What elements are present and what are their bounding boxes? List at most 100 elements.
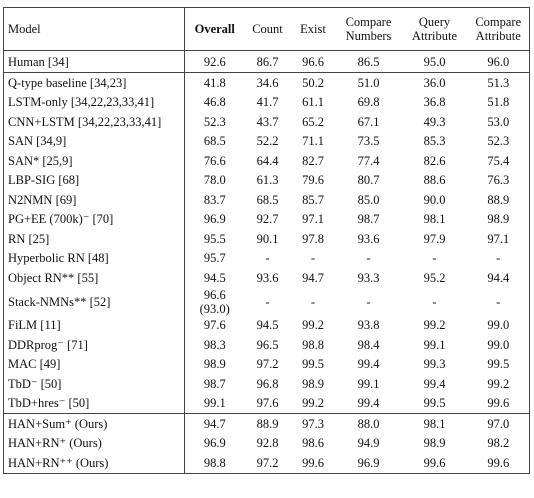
table-row: Object RN** [55] 94.5 93.6 94.7 93.3 95.2 94.4	[3, 268, 530, 288]
model-name: SAN* [25,9]	[3, 151, 185, 171]
table-row: MAC [49] 98.9 97.2 99.5 99.4 99.3 99.5	[3, 354, 530, 374]
table-cell: 69.8	[357, 95, 380, 110]
table-row: HAN+RN⁺⁺ (Ours) 98.8 97.2 99.6 96.9 99.6 99.6	[3, 453, 530, 473]
table-row: Human [34] 92.6 86.7 96.6 86.5 95.0 96.0	[3, 50, 530, 73]
table-row: TbD+hres⁻ [50] 99.1 97.6 99.2 99.4 99.5 99.6	[3, 393, 530, 414]
table-cell: 95.7	[203, 251, 226, 266]
table-cell: 94.7	[184, 413, 245, 434]
table-cell: -	[432, 294, 437, 309]
table-cell: 96.5	[256, 337, 279, 352]
table-cell: 46.8	[203, 95, 226, 110]
table-cell: 85.7	[302, 192, 324, 207]
table-cell: 94.7	[302, 270, 324, 285]
table-cell: 93.6	[357, 231, 380, 246]
table-cell: 78.0	[203, 173, 226, 188]
table-cell: 95.0	[401, 50, 468, 73]
model-name: HAN+RN⁺⁺ (Ours)	[3, 453, 185, 473]
table-cell: -	[265, 294, 270, 309]
table-row: HAN+RN⁺ (Ours) 96.9 92.8 98.6 94.9 98.9 98.2	[3, 433, 530, 453]
table-cell: 88.9	[244, 413, 291, 434]
table-cell: 68.5	[256, 192, 279, 207]
table-cell: 96.0	[467, 50, 530, 73]
column-header: Overall	[184, 7, 245, 51]
table-cell: 94.9	[357, 436, 380, 451]
table-cell: 90.1	[256, 231, 279, 246]
table-cell: 52.3	[487, 134, 510, 149]
table-cell: 98.1	[423, 212, 446, 227]
table-cell: 36.0	[401, 72, 468, 93]
table-cell: 96.6	[290, 50, 336, 73]
table-cell: 43.7	[256, 114, 279, 129]
table-cell: 99.5	[302, 357, 324, 372]
table-cell: 98.9	[302, 376, 324, 391]
model-name: N2NMN [69]	[3, 190, 185, 210]
table-cell: 98.1	[401, 413, 468, 434]
table-cell: -	[366, 294, 371, 309]
table-cell: 97.2	[256, 455, 279, 470]
table-cell: 97.3	[290, 413, 336, 434]
table-cell: 90.0	[423, 192, 446, 207]
table-cell: 92.6	[184, 50, 245, 73]
table-cell: 75.4	[487, 153, 510, 168]
table-row: TbD⁻ [50] 98.7 96.8 98.9 99.1 99.4 99.2	[3, 374, 530, 394]
table-cell: 95.2	[423, 270, 446, 285]
results-table: Model Overall Count Exist Compare Numbers Que…	[3, 7, 530, 474]
table-cell: 98.8	[302, 337, 324, 352]
table-cell: 88.0	[335, 413, 402, 434]
table-cell: 85.3	[423, 134, 446, 149]
table-cell: 99.2	[423, 318, 446, 333]
model-name: Q-type baseline [34,23]	[3, 72, 185, 93]
table-row: CNN+LSTM [34,22,23,33,41] 52.3 43.7 65.2 67.…	[3, 112, 530, 132]
table-cell: 97.1	[487, 231, 510, 246]
table-cell: 93.8	[357, 318, 380, 333]
table-cell: -	[310, 294, 316, 309]
table-cell: 86.5	[335, 50, 402, 73]
model-name: DDRprog⁻ [71]	[3, 335, 185, 355]
model-name: TbD⁻ [50]	[3, 374, 185, 394]
table-row: PG+EE (700k)⁻ [70] 96.9 92.7 97.1 98.7 98.1 98…	[3, 209, 530, 229]
table-cell: 85.0	[357, 192, 380, 207]
table-cell: 99.6	[423, 455, 446, 470]
table-cell: 97.9	[423, 231, 446, 246]
table-cell: 51.0	[335, 72, 402, 93]
table-cell: 97.6	[203, 318, 226, 333]
table-cell: 96.9	[357, 455, 380, 470]
table-cell: 98.9	[203, 357, 226, 372]
table-cell: 98.7	[357, 212, 380, 227]
table-cell: 98.3	[203, 337, 226, 352]
table-row: FiLM [11] 97.6 94.5 99.2 93.8 99.2 99.0	[3, 315, 530, 335]
table-cell: 51.3	[467, 72, 530, 93]
table-cell: 98.8	[203, 455, 226, 470]
table-cell: 82.7	[302, 153, 324, 168]
table-cell: 94.5	[203, 270, 226, 285]
table-cell: 99.1	[357, 376, 380, 391]
table-cell: 99.1	[423, 337, 446, 352]
table-cell: 99.3	[423, 357, 446, 372]
table-cell: 98.2	[487, 436, 510, 451]
table-row: RN [25] 95.5 90.1 97.8 93.6 97.9 97.1	[3, 229, 530, 249]
table-cell: 99.0	[487, 337, 510, 352]
table-cell: 88.6	[423, 173, 446, 188]
table-cell: 93.6	[256, 270, 279, 285]
model-name: HAN+Sum⁺ (Ours)	[3, 413, 185, 434]
model-name: PG+EE (700k)⁻ [70]	[3, 209, 185, 229]
table-cell: 94.5	[256, 318, 279, 333]
table-cell: 50.2	[290, 72, 336, 93]
table-cell: 96.6 (93.0)	[185, 288, 245, 316]
cell-line: 96.6	[203, 287, 226, 302]
model-name: Stack-NMNs** [52]	[3, 287, 185, 316]
table-cell: 61.3	[256, 173, 279, 188]
table-cell: 98.9	[487, 212, 510, 227]
table-cell: 99.6	[487, 455, 510, 470]
table-cell: -	[432, 251, 437, 266]
model-name: CNN+LSTM [34,22,23,33,41]	[3, 112, 185, 132]
header-row: Model Overall Count Exist Compare Numbers Que…	[3, 7, 530, 51]
table-cell: 99.5	[423, 396, 446, 411]
table-cell: 97.1	[302, 212, 324, 227]
table-cell: 61.1	[302, 95, 324, 110]
table-cell: 64.4	[256, 153, 279, 168]
table-row: N2NMN [69] 83.7 68.5 85.7 85.0 90.0 88.9	[3, 190, 530, 210]
table-cell: 36.8	[423, 95, 446, 110]
table-cell: 97.2	[256, 357, 279, 372]
